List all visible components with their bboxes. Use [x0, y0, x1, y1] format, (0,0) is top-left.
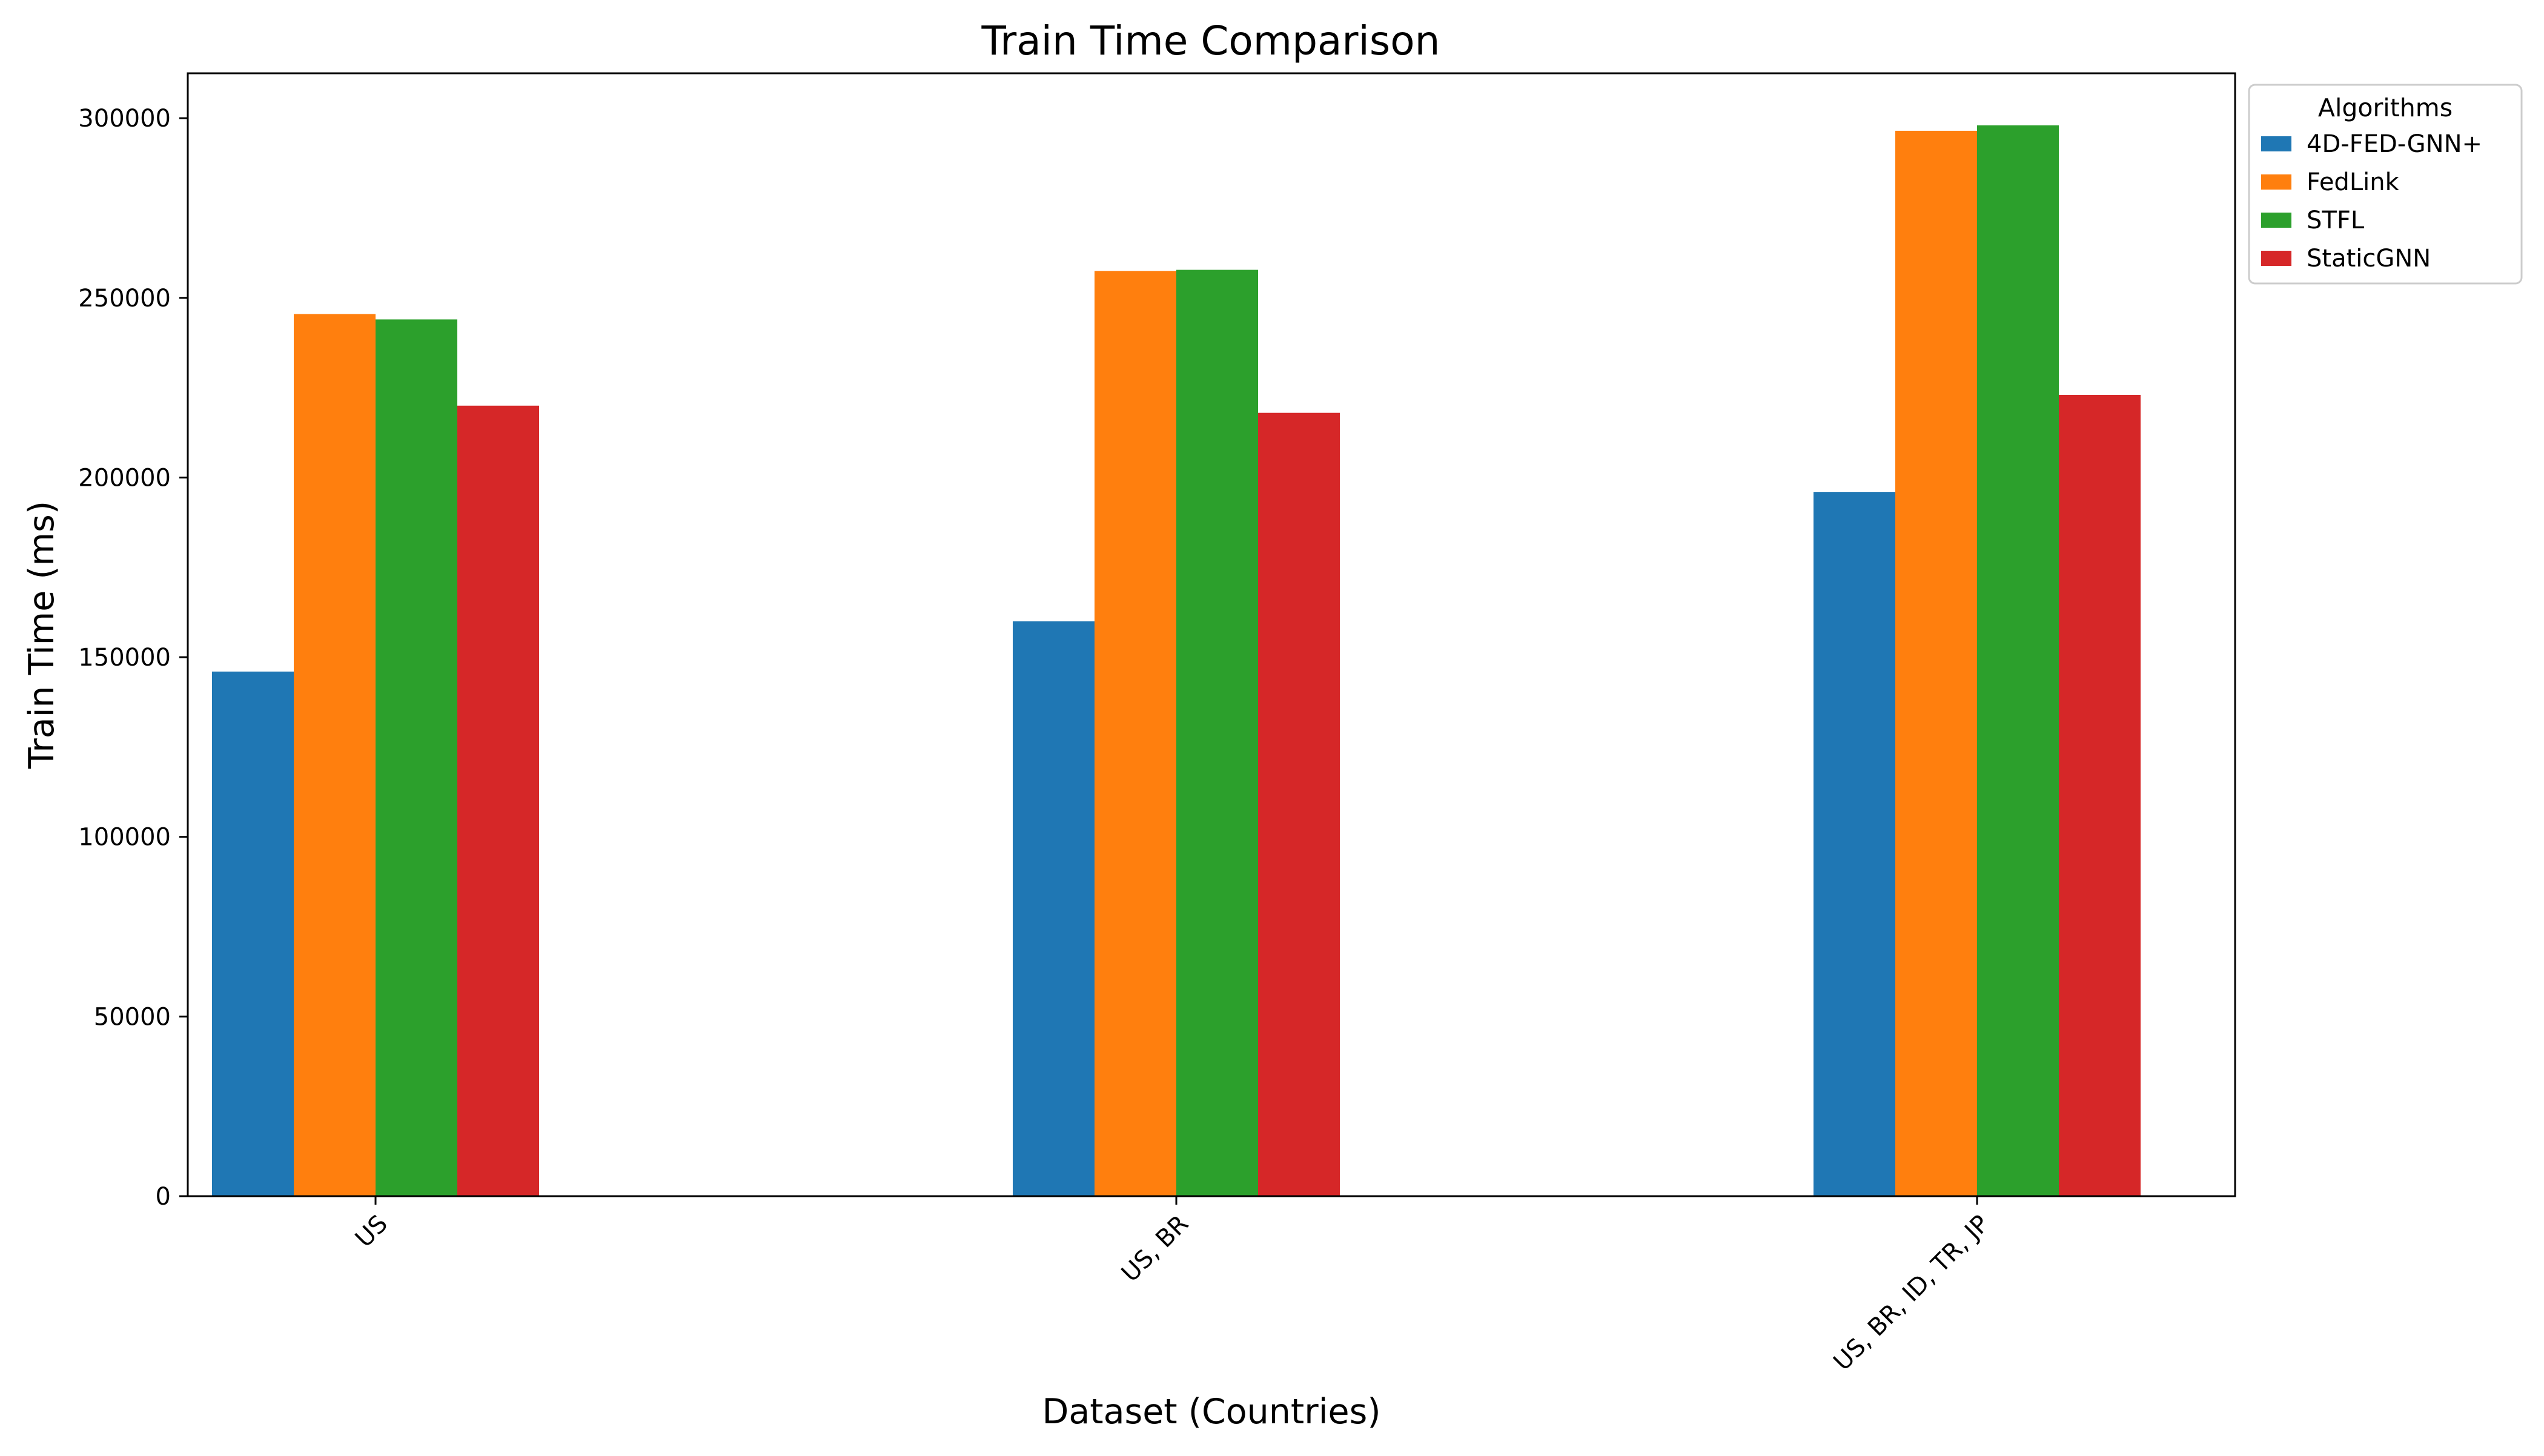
bar-stfl-2 — [1977, 125, 2059, 1196]
legend-swatch — [2261, 136, 2291, 151]
legend-box — [2248, 84, 2523, 285]
x-axis-label: Dataset (Countries) — [1042, 1392, 1380, 1432]
y-tick-label: 200000 — [78, 464, 171, 492]
y-tick-label: 50000 — [94, 1003, 171, 1031]
legend: Algorithms 4D-FED-GNN+ FedLink STFL StaticG… — [2248, 84, 2523, 285]
legend-swatch — [2261, 213, 2291, 228]
chart-title: Train Time Comparison — [981, 18, 1440, 64]
y-tick-label: 250000 — [78, 285, 171, 313]
bar-stfl-0 — [376, 319, 457, 1197]
bar-fedlink-2 — [1895, 130, 1977, 1196]
bar-fedlink-1 — [1095, 271, 1176, 1197]
bar-staticgnn-2 — [2059, 394, 2141, 1196]
bar-staticgnn-1 — [1258, 412, 1340, 1196]
legend-label: StaticGNN — [2307, 245, 2431, 273]
y-axis-label: Train Time (ms) — [22, 501, 62, 769]
bar-4d-fed-gnn--1 — [1013, 621, 1095, 1196]
legend-items: 4D-FED-GNN+ FedLink STFL StaticGNN — [2261, 130, 2482, 273]
bar-fedlink-0 — [294, 314, 376, 1197]
bar-stfl-1 — [1176, 270, 1258, 1196]
bar-staticgnn-0 — [457, 405, 539, 1197]
y-axis: 0 50000 100000 150000 200000 250000 300000 — [78, 105, 188, 1211]
legend-swatch — [2261, 251, 2291, 266]
legend-label: 4D-FED-GNN+ — [2307, 130, 2482, 158]
bar-4d-fed-gnn--0 — [212, 671, 294, 1196]
y-tick-label: 150000 — [78, 644, 171, 672]
y-tick-label: 300000 — [78, 105, 171, 133]
bar-4d-fed-gnn--2 — [1814, 492, 1895, 1197]
plot-frame — [187, 72, 2236, 1197]
bar-series-group — [212, 125, 2141, 1197]
legend-label: STFL — [2307, 207, 2365, 234]
legend-title: Algorithms — [2318, 93, 2453, 122]
legend-label: FedLink — [2307, 168, 2400, 196]
y-tick-label: 100000 — [78, 824, 171, 852]
y-tick-label: 0 — [156, 1183, 171, 1211]
legend-swatch — [2261, 174, 2291, 190]
